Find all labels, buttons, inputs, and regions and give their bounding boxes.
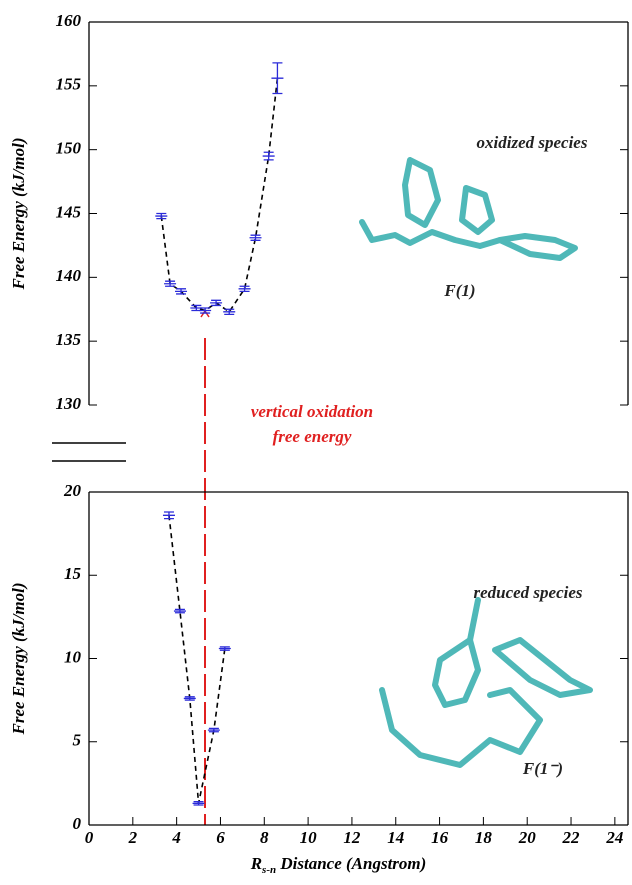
y-tick-label: 140 (56, 266, 82, 285)
x-label-sub: s-n (261, 864, 276, 876)
error-bar (271, 63, 283, 94)
error-bar (208, 728, 220, 731)
annotation: free energy (273, 427, 352, 446)
error-bar (175, 289, 187, 294)
annotation: F(1⁻) (522, 759, 563, 778)
x-tick-label: 0 (85, 828, 94, 847)
x-tick-label: 8 (260, 828, 269, 847)
x-label-main: R (250, 854, 262, 873)
error-bar (263, 152, 275, 160)
error-bar (184, 697, 196, 700)
x-tick-label: 2 (128, 828, 138, 847)
x-tick-label: 18 (475, 828, 493, 847)
chart: vertical oxidation free energy oxidized … (0, 0, 632, 885)
x-axis-label: Rs-n Distance (Angstrom) (250, 854, 427, 876)
y-tick-label: 0 (73, 814, 82, 833)
y-tick-label: 10 (64, 647, 82, 666)
annotation: vertical oxidation (251, 402, 373, 421)
y-tick-label: 160 (56, 11, 82, 30)
error-bar (155, 214, 167, 219)
molecule-reduced (382, 600, 590, 765)
x-tick-label: 16 (431, 828, 449, 847)
error-bar (250, 235, 262, 240)
error-bar (163, 512, 175, 519)
series-line (161, 78, 277, 312)
page: vertical oxidation free energy oxidized … (0, 0, 632, 885)
y-tick-label: 150 (56, 139, 82, 158)
x-tick-label: 20 (518, 828, 537, 847)
annotation: oxidized species (477, 133, 588, 152)
y-tick-label: 155 (56, 75, 82, 94)
x-tick-label: 24 (605, 828, 623, 847)
x-tick-label: 4 (171, 828, 181, 847)
annotation: reduced species (473, 583, 582, 602)
y-tick-label: 5 (73, 731, 82, 750)
series-line (169, 515, 225, 803)
x-tick-label: 12 (343, 828, 361, 847)
error-bar (219, 647, 231, 650)
y-tick-label: 145 (56, 202, 82, 221)
y-axis-label: Free Energy (kJ/mol) (9, 582, 28, 735)
error-bar (223, 309, 235, 314)
annotation: F(1) (443, 281, 475, 300)
y-tick-label: 135 (56, 330, 82, 349)
error-bar (210, 300, 222, 305)
y-axis-label: Free Energy (kJ/mol) (9, 137, 28, 290)
x-label-rest: Distance (Angstrom) (276, 854, 426, 873)
x-tick-label: 10 (300, 828, 318, 847)
molecule-oxidized (362, 160, 575, 258)
error-bar (174, 609, 186, 612)
error-bar (193, 802, 205, 805)
y-tick-label: 130 (56, 394, 82, 413)
y-tick-label: 15 (64, 564, 82, 583)
error-bar (239, 286, 251, 291)
y-tick-label: 20 (63, 481, 82, 500)
x-tick-label: 6 (216, 828, 225, 847)
x-tick-label: 14 (387, 828, 404, 847)
error-bar (164, 281, 176, 286)
x-tick-label: 22 (562, 828, 581, 847)
